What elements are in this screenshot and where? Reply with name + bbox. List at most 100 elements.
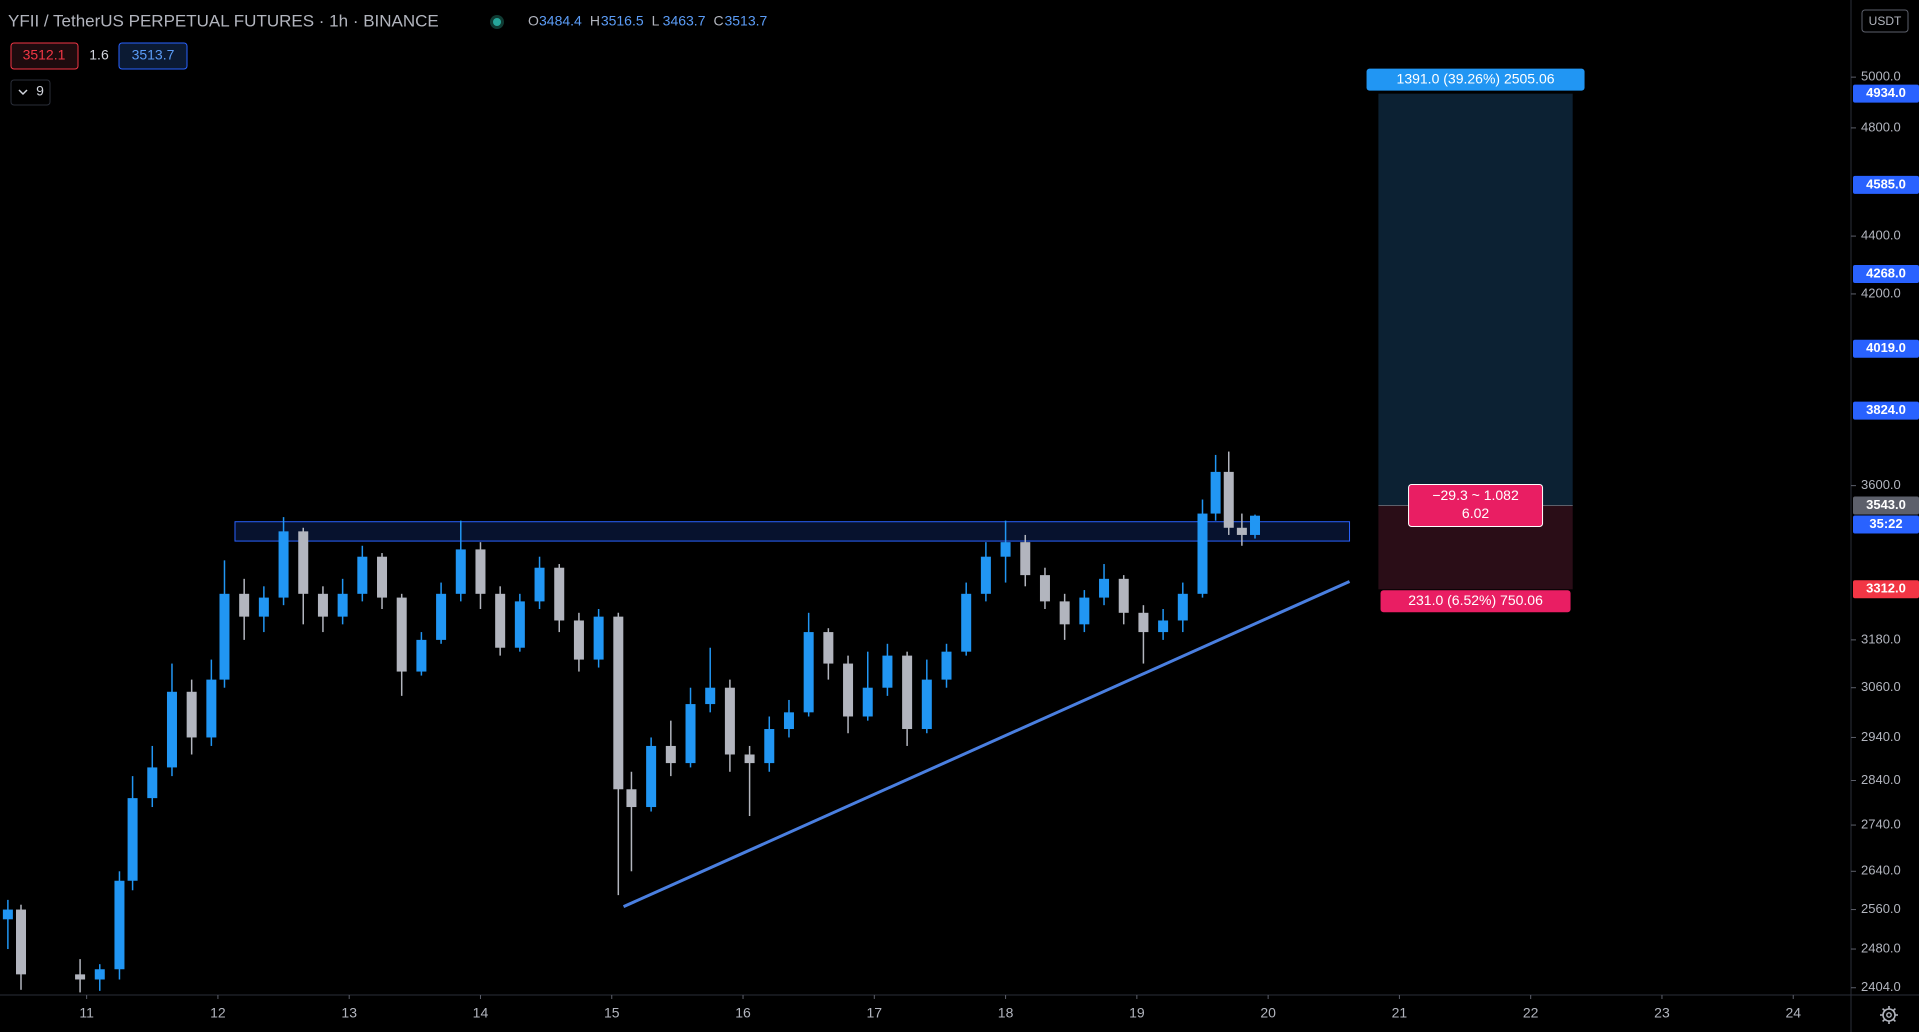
candle-body xyxy=(724,687,735,755)
y-tick-label: 5000.0 xyxy=(1861,69,1901,84)
y-tick-label: 3600.0 xyxy=(1861,477,1901,492)
symbol-title[interactable]: YFII / TetherUS PERPETUAL FUTURES · 1h ·… xyxy=(8,11,439,30)
status-dot xyxy=(493,18,501,26)
indicator-count: 9 xyxy=(36,83,44,99)
settings-icon[interactable] xyxy=(1880,1006,1898,1024)
candle-body xyxy=(1000,542,1011,557)
candle-body xyxy=(613,616,624,790)
candle-body xyxy=(239,593,250,617)
price-tag-label: 4268.0 xyxy=(1866,265,1906,280)
stop-label: 231.0 (6.52%) 750.06 xyxy=(1408,592,1543,608)
candle-body xyxy=(258,597,269,617)
candle-body xyxy=(803,632,814,713)
candle-body xyxy=(862,687,873,717)
candle-body xyxy=(1059,601,1070,625)
x-tick-label: 11 xyxy=(79,1005,94,1021)
candle-body xyxy=(902,655,913,730)
candle-body xyxy=(843,663,854,717)
candle-body xyxy=(1039,575,1050,602)
x-tick-label: 14 xyxy=(473,1005,489,1021)
candle-body xyxy=(921,679,932,730)
candle-body xyxy=(1079,597,1090,625)
currency-button[interactable] xyxy=(1861,9,1909,33)
entry-label-box xyxy=(1408,483,1544,527)
candle-body xyxy=(626,789,637,808)
candle-body xyxy=(377,556,388,598)
x-tick-label: 15 xyxy=(604,1005,620,1021)
resistance-zone xyxy=(234,521,1351,542)
price-tag-label: 4585.0 xyxy=(1866,176,1906,191)
bid: 3512.1 xyxy=(23,47,66,63)
y-tick-label: 2940.0 xyxy=(1861,729,1901,744)
candle-body xyxy=(219,593,230,680)
candle-body xyxy=(1118,578,1129,613)
candle-body xyxy=(298,531,309,594)
candle-body xyxy=(1197,513,1208,594)
candle-body xyxy=(337,593,348,617)
price-tag xyxy=(1853,496,1919,515)
x-tick-label: 17 xyxy=(867,1005,883,1021)
x-tick-label: 21 xyxy=(1392,1005,1408,1021)
entry-label: −29.3 ~ 1.082 xyxy=(1432,487,1519,503)
candle-body xyxy=(1158,620,1169,633)
price-tag xyxy=(1853,84,1919,103)
ask-button[interactable] xyxy=(118,42,188,70)
candle-body xyxy=(455,549,466,594)
indicators-toggle[interactable] xyxy=(10,79,51,106)
chevron-icon xyxy=(18,89,28,96)
candle-body xyxy=(1177,593,1188,621)
x-tick-label: 22 xyxy=(1523,1005,1539,1021)
candle-body xyxy=(147,767,158,799)
y-tick-label: 2740.0 xyxy=(1861,816,1901,831)
x-tick-label: 24 xyxy=(1785,1005,1801,1021)
candle-body xyxy=(114,880,125,970)
ohlc-value: 3513.7 xyxy=(724,13,767,29)
candle-body xyxy=(593,616,604,660)
target-label: 1391.0 (39.26%) 2505.06 xyxy=(1397,70,1555,86)
ohlc-key: L xyxy=(652,13,660,29)
price-tag xyxy=(1853,580,1919,599)
candle-body xyxy=(75,974,86,980)
y-tick-label: 3180.0 xyxy=(1861,631,1901,646)
candle-body xyxy=(1250,515,1261,535)
candle-body xyxy=(436,593,447,640)
candle-body xyxy=(16,909,27,975)
candle-body xyxy=(495,593,506,648)
ask: 3513.7 xyxy=(132,47,175,63)
candle-body xyxy=(941,651,952,680)
candle-body xyxy=(573,620,584,660)
y-tick-label: 3060.0 xyxy=(1861,679,1901,694)
candle-body xyxy=(744,754,755,764)
candle-body xyxy=(186,691,197,738)
candle-body xyxy=(1138,612,1149,633)
bid-button[interactable] xyxy=(10,42,79,70)
y-tick-label: 2480.0 xyxy=(1861,940,1901,955)
candle-body xyxy=(94,969,105,980)
candle-body xyxy=(961,593,972,652)
candle-body xyxy=(705,687,716,705)
candle-body xyxy=(554,567,565,621)
candle-body xyxy=(396,597,407,672)
entry-label: 6.02 xyxy=(1462,505,1489,521)
candle-body xyxy=(764,729,775,764)
candle-body xyxy=(416,639,427,672)
candle-body xyxy=(1236,527,1247,535)
ohlc-key: H xyxy=(590,13,600,29)
candle-body xyxy=(1210,471,1221,514)
ohlc-value: 3484.4 xyxy=(539,13,582,29)
target-label-box xyxy=(1366,68,1585,91)
price-tag xyxy=(1853,339,1919,358)
gear-hub xyxy=(1886,1012,1892,1018)
legend: YFII / TetherUS PERPETUAL FUTURES · 1h ·… xyxy=(8,9,1919,1024)
ohlc-key: O xyxy=(528,13,539,29)
candle-body xyxy=(646,745,657,808)
candle-body xyxy=(2,909,13,920)
candle-body xyxy=(357,556,368,594)
candle-body xyxy=(665,745,676,764)
price-tag xyxy=(1853,175,1919,194)
plot: 2404.0 2480.0 2560.0 2640.0 2740.0 2840.0 2940… xyxy=(2,68,1901,1021)
candle-body xyxy=(882,655,893,688)
x-tick-label: 16 xyxy=(735,1005,751,1021)
